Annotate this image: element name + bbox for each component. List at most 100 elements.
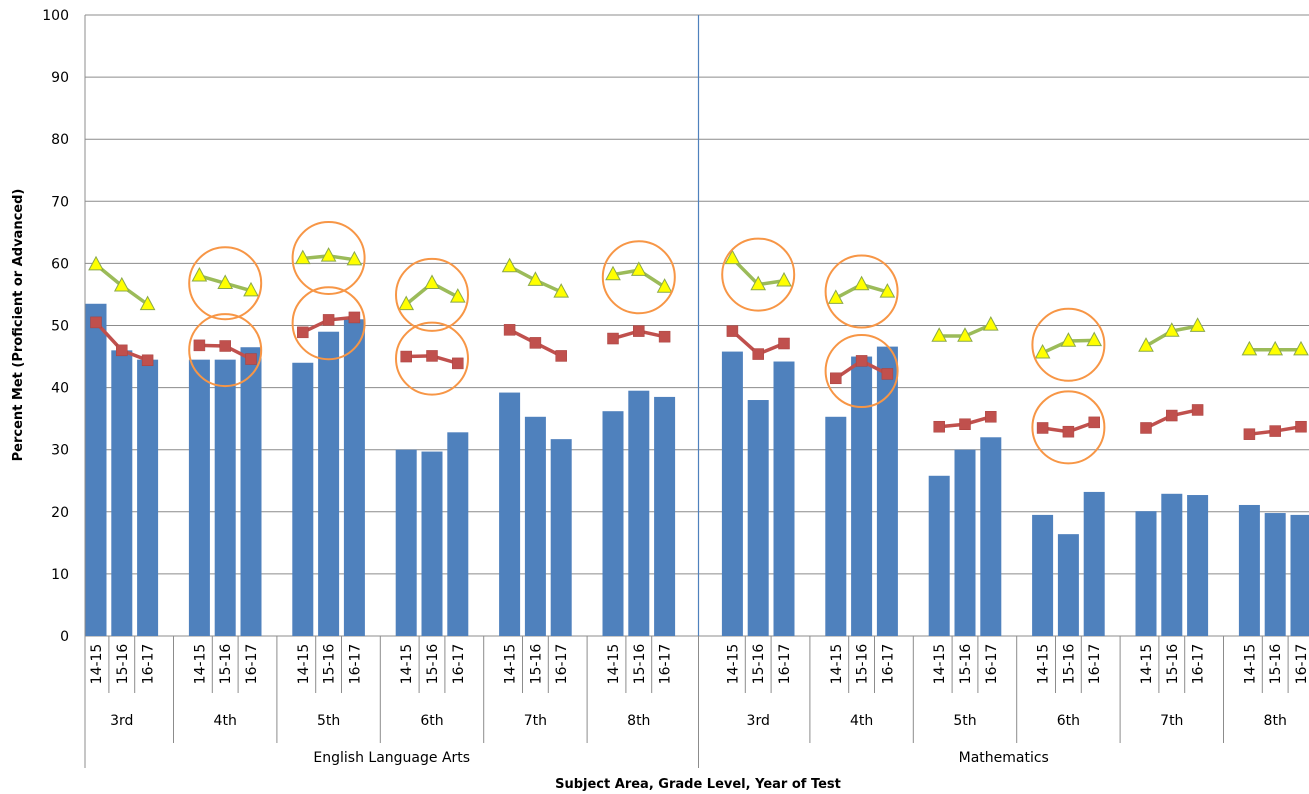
year-label: 14-15 xyxy=(192,644,208,685)
bar xyxy=(343,319,365,636)
bar xyxy=(628,390,650,636)
triangle-marker xyxy=(853,275,870,291)
subject-label: English Language Arts xyxy=(313,750,470,766)
triangle-marker xyxy=(346,250,363,266)
square-marker xyxy=(1243,428,1256,440)
square-marker xyxy=(297,326,309,339)
year-label: 14-15 xyxy=(399,644,415,685)
triangle-marker xyxy=(1241,340,1258,356)
triangle-marker xyxy=(320,247,337,262)
highlight-circle xyxy=(188,313,263,388)
y-tick-label: 0 xyxy=(60,629,69,645)
bar xyxy=(524,416,546,636)
square-marker xyxy=(1140,422,1152,434)
year-label: 15-16 xyxy=(528,644,544,685)
triangle-marker xyxy=(88,255,104,271)
grade-label: 6th xyxy=(1057,713,1080,729)
grade-label: 3rd xyxy=(747,713,770,729)
triangle-marker xyxy=(294,249,311,265)
triangle-marker xyxy=(1267,340,1284,356)
square-marker xyxy=(607,332,619,345)
year-label: 14-15 xyxy=(829,644,845,685)
triangle-marker xyxy=(879,283,896,298)
y-tick-label: 100 xyxy=(42,8,69,24)
triangle-marker xyxy=(656,278,673,293)
square-marker xyxy=(633,325,645,337)
triangle-marker xyxy=(750,275,767,291)
y-tick-label: 30 xyxy=(51,443,69,459)
bar xyxy=(1161,493,1183,636)
year-label: 16-17 xyxy=(658,644,674,685)
square-marker xyxy=(193,339,206,352)
square-marker xyxy=(933,420,945,433)
square-marker xyxy=(1062,425,1075,438)
triangle-marker xyxy=(827,289,844,304)
triangle-marker xyxy=(1293,340,1309,356)
year-label: 15-16 xyxy=(322,644,338,685)
bar xyxy=(214,359,236,636)
year-label: 16-17 xyxy=(1294,644,1309,685)
highlight-circle xyxy=(188,246,263,321)
highlight-circle xyxy=(395,321,469,396)
year-label: 16-17 xyxy=(777,644,793,685)
bar xyxy=(447,432,469,636)
square-marker xyxy=(1036,422,1049,434)
year-label: 15-16 xyxy=(1061,644,1077,685)
y-tick-label: 50 xyxy=(51,319,69,335)
grade-label: 5th xyxy=(953,713,976,729)
year-label: 16-17 xyxy=(880,644,896,685)
bar xyxy=(1057,534,1079,636)
square-marker xyxy=(400,350,412,363)
bar xyxy=(85,303,107,636)
triangle-marker xyxy=(630,261,647,276)
triangle-marker xyxy=(724,249,741,265)
triangle-marker xyxy=(139,295,156,311)
triangle-marker xyxy=(1163,322,1180,337)
bar xyxy=(1264,513,1286,636)
triangle-marker xyxy=(1138,337,1154,352)
square-marker xyxy=(426,350,438,362)
square-marker xyxy=(881,368,894,380)
bar xyxy=(188,359,210,636)
bar xyxy=(747,400,769,636)
grade-label: 8th xyxy=(1264,713,1287,729)
y-tick-label: 10 xyxy=(51,567,69,583)
triangle-marker xyxy=(191,266,208,282)
grade-label: 8th xyxy=(627,713,650,729)
square-marker xyxy=(1191,404,1204,416)
y-tick-label: 90 xyxy=(51,70,69,86)
triangle-marker xyxy=(553,283,570,298)
triangle-marker xyxy=(449,288,466,303)
year-label: 15-16 xyxy=(425,644,441,685)
y-tick-label: 60 xyxy=(51,256,69,272)
grid-layer xyxy=(85,14,1309,637)
triangle-marker xyxy=(424,274,440,289)
subject-label: Mathematics xyxy=(959,750,1049,766)
year-label: 15-16 xyxy=(218,644,234,685)
bar xyxy=(292,362,314,636)
bar xyxy=(602,411,624,636)
highlight-circle xyxy=(291,221,366,296)
bar xyxy=(499,392,521,636)
year-label: 14-15 xyxy=(1242,644,1258,685)
year-label: 14-15 xyxy=(1036,644,1052,685)
triangle-marker xyxy=(501,257,518,273)
year-label: 14-15 xyxy=(503,644,519,685)
highlight-circle xyxy=(721,237,796,312)
grade-label: 7th xyxy=(1160,713,1183,729)
square-marker xyxy=(830,372,842,385)
grade-label: 4th xyxy=(850,713,873,729)
square-marker xyxy=(726,325,739,337)
bar xyxy=(954,449,976,636)
highlight-circle xyxy=(1031,390,1106,465)
square-marker xyxy=(855,355,868,367)
bar xyxy=(851,356,873,636)
bar xyxy=(1238,504,1260,636)
square-marker xyxy=(985,411,997,423)
axis-layer: 0 10 20 30 40 50 60 70 80 90 100 14-15 15-16 16-17 3rd… xyxy=(42,8,1309,768)
highlight-circle xyxy=(824,334,899,409)
year-label: 16-17 xyxy=(984,644,1000,685)
bar xyxy=(1135,511,1157,636)
square-marker xyxy=(529,337,542,349)
triangle-marker xyxy=(982,316,999,331)
